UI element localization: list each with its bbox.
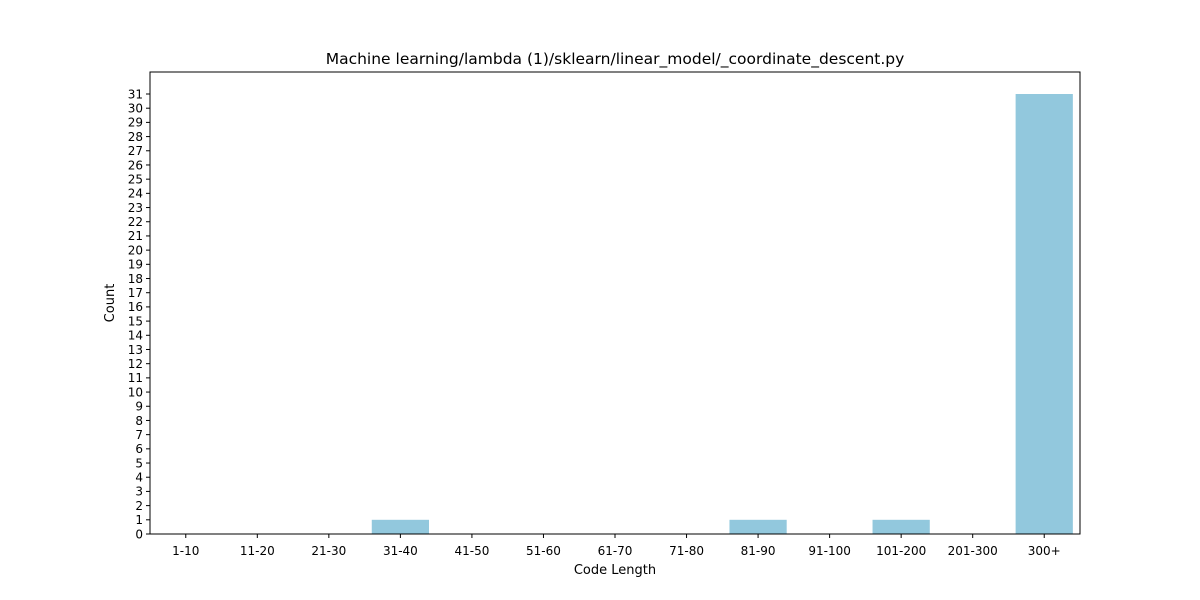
y-tick-label: 1	[135, 513, 143, 527]
bar-300+	[1015, 94, 1073, 534]
chart-title: Machine learning/lambda (1)/sklearn/line…	[326, 50, 905, 69]
y-tick-label: 16	[128, 300, 143, 314]
y-tick-label: 6	[135, 442, 143, 456]
y-tick-label: 5	[135, 456, 143, 470]
y-tick-label: 23	[128, 201, 143, 215]
bar-31-40	[371, 519, 429, 534]
x-tick-label: 91-100	[808, 544, 851, 558]
y-tick-label: 14	[128, 329, 143, 343]
x-tick-label: 51-60	[526, 544, 561, 558]
y-tick-label: 15	[128, 314, 143, 328]
x-tick-label: 101-200	[876, 544, 926, 558]
x-tick-label: 21-30	[311, 544, 346, 558]
x-axis: 1-10 11-20 21-30 31-40 41-50 51-60 61-70 71-80 8…	[172, 534, 1061, 558]
y-axis: 0123456789101112131415161718192021222324…	[128, 87, 150, 541]
y-tick-label: 2	[135, 499, 143, 513]
y-tick-label: 4	[135, 471, 143, 485]
y-tick-label: 0	[135, 527, 143, 541]
x-tick-label: 1-10	[172, 544, 199, 558]
x-axis-label: Code Length	[574, 563, 656, 578]
y-tick-label: 29	[128, 116, 143, 130]
y-tick-label: 8	[135, 414, 143, 428]
y-tick-label: 22	[128, 215, 143, 229]
bar-81-90	[729, 519, 787, 534]
y-tick-label: 10	[128, 385, 143, 399]
x-tick-label: 61-70	[598, 544, 633, 558]
y-tick-label: 24	[128, 187, 143, 201]
y-tick-label: 9	[135, 400, 143, 414]
y-tick-label: 28	[128, 130, 143, 144]
y-tick-label: 18	[128, 272, 143, 286]
y-tick-label: 17	[128, 286, 143, 300]
y-tick-label: 21	[128, 229, 143, 243]
plot-frame	[149, 71, 1081, 535]
y-tick-label: 11	[128, 371, 143, 385]
y-tick-label: 31	[128, 87, 143, 101]
y-tick-label: 27	[128, 144, 143, 158]
y-tick-label: 25	[128, 172, 143, 186]
x-tick-label: 71-80	[669, 544, 704, 558]
x-tick-label: 41-50	[454, 544, 489, 558]
x-tick-label: 201-300	[948, 544, 998, 558]
x-tick-label: 300+	[1028, 544, 1061, 558]
y-tick-label: 3	[135, 485, 143, 499]
y-tick-label: 26	[128, 158, 143, 172]
y-tick-label: 30	[128, 101, 143, 115]
y-tick-label: 19	[128, 258, 143, 272]
x-tick-label: 31-40	[383, 544, 418, 558]
bar-101-200	[872, 519, 930, 534]
y-tick-label: 20	[128, 243, 143, 257]
y-axis-label: Count	[103, 284, 118, 323]
bars-group	[371, 94, 1073, 534]
y-tick-label: 12	[128, 357, 143, 371]
x-tick-label: 81-90	[741, 544, 776, 558]
y-tick-label: 13	[128, 343, 143, 357]
x-tick-label: 11-20	[240, 544, 275, 558]
y-tick-label: 7	[135, 428, 143, 442]
